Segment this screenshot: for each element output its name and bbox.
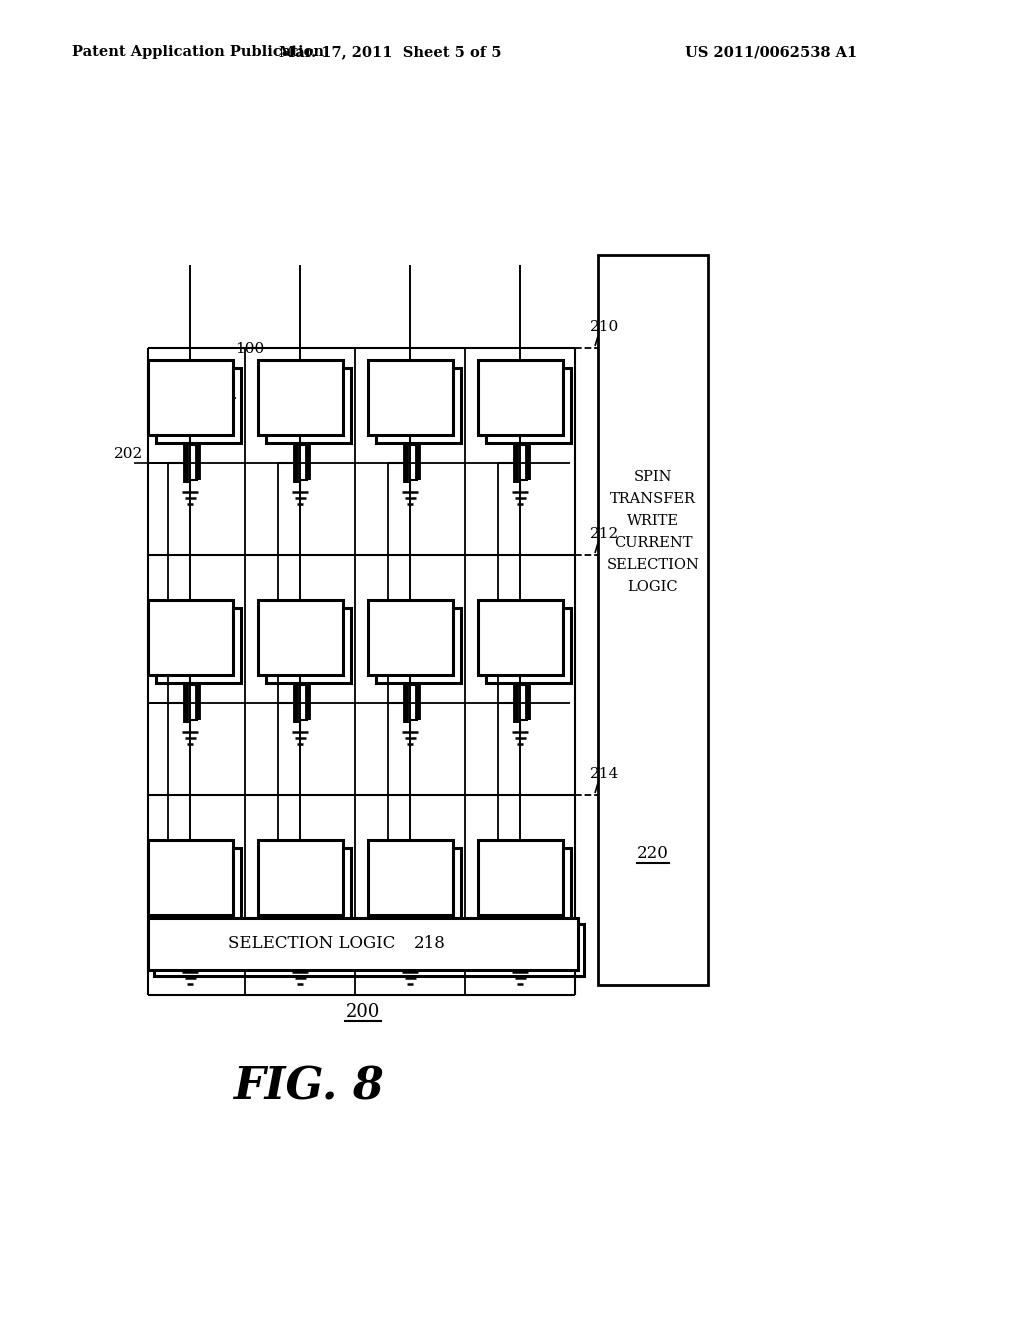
Bar <box>156 609 241 682</box>
Bar <box>154 924 584 975</box>
Text: WRITE: WRITE <box>627 515 679 528</box>
Bar <box>368 840 453 915</box>
Text: CURRENT: CURRENT <box>613 536 692 550</box>
Bar <box>147 360 232 436</box>
Bar <box>477 840 562 915</box>
Text: SPIN: SPIN <box>634 470 672 484</box>
Text: 214: 214 <box>590 767 620 781</box>
Bar <box>156 847 241 923</box>
Text: 212: 212 <box>590 527 620 541</box>
Bar <box>485 368 570 444</box>
Bar <box>257 840 342 915</box>
Bar <box>148 917 578 970</box>
Bar <box>147 840 232 915</box>
Text: 210: 210 <box>590 319 620 334</box>
Bar <box>265 847 350 923</box>
Text: Mar. 17, 2011  Sheet 5 of 5: Mar. 17, 2011 Sheet 5 of 5 <box>279 45 502 59</box>
Bar <box>257 360 342 436</box>
Bar <box>368 601 453 675</box>
Text: 202: 202 <box>114 446 143 461</box>
Bar <box>376 847 461 923</box>
Text: TRANSFER: TRANSFER <box>610 492 696 507</box>
Bar <box>598 255 708 985</box>
Bar <box>156 368 241 444</box>
Text: LOGIC: LOGIC <box>628 581 678 594</box>
Bar <box>265 368 350 444</box>
Bar <box>477 601 562 675</box>
Text: 100: 100 <box>236 342 265 356</box>
Bar <box>485 847 570 923</box>
Text: SELECTION: SELECTION <box>606 558 699 573</box>
Bar <box>376 368 461 444</box>
Bar <box>257 601 342 675</box>
Bar <box>477 360 562 436</box>
Text: 200: 200 <box>346 1003 380 1020</box>
Text: US 2011/0062538 A1: US 2011/0062538 A1 <box>685 45 857 59</box>
Bar <box>265 609 350 682</box>
Bar <box>368 360 453 436</box>
Text: SELECTION LOGIC: SELECTION LOGIC <box>227 936 395 953</box>
Text: FIG. 8: FIG. 8 <box>232 1065 383 1109</box>
Text: 218: 218 <box>414 936 445 953</box>
Text: 220: 220 <box>637 845 669 862</box>
Bar <box>147 601 232 675</box>
Text: Patent Application Publication: Patent Application Publication <box>72 45 324 59</box>
Bar <box>485 609 570 682</box>
Bar <box>376 609 461 682</box>
